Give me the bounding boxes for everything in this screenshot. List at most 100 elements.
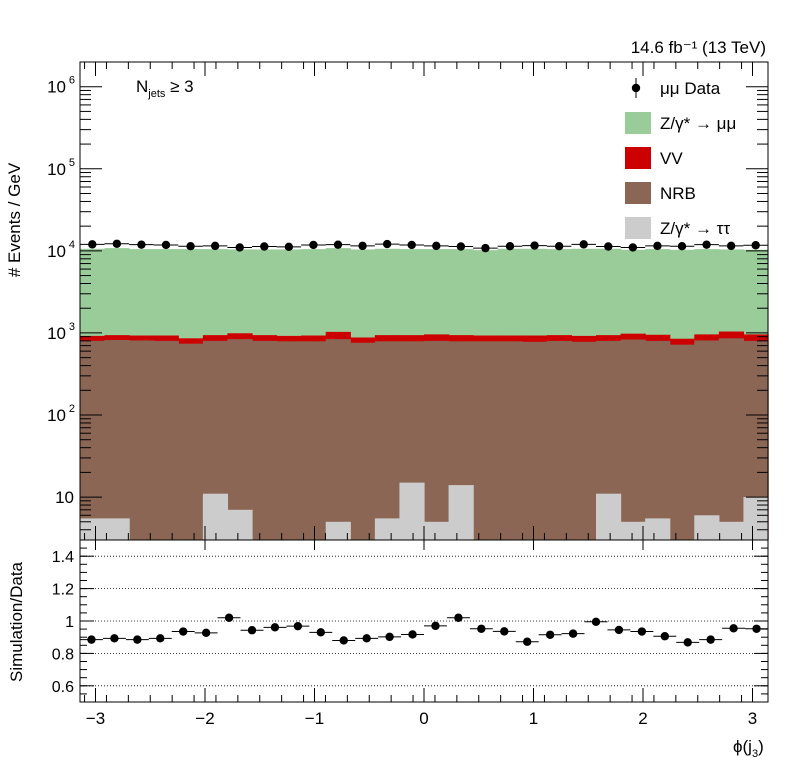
stack-bar-nrb (350, 342, 376, 540)
legend-label-vv: VV (660, 149, 683, 168)
stack-bar-nrb (129, 340, 155, 540)
ratio-point (408, 630, 417, 639)
stack-bar-nrb (571, 341, 597, 540)
stack-bar-nrb (276, 341, 302, 540)
y-tick-exponent: 6 (69, 75, 75, 87)
data-point (88, 240, 97, 249)
stack-bar-nrb (104, 340, 130, 540)
data-point (481, 243, 490, 253)
stack-bar-nrb (546, 340, 573, 540)
ratio-point (270, 623, 280, 632)
ratio-y-axis-label: Simulation/Data (7, 561, 26, 682)
stacked-histogram (80, 248, 769, 541)
data-point (382, 239, 392, 249)
ratio-point (568, 629, 578, 638)
stack-bar-nrb (497, 341, 523, 540)
x-tick-label: 0 (419, 709, 428, 728)
ratio-y-tick-label: 1.4 (52, 549, 74, 566)
stack-bar-nrb (645, 340, 671, 540)
stack-bar-nrb (374, 341, 401, 540)
data-point (161, 240, 171, 250)
ratio-grid: 0.6 0.8 1 1.2 1.4 −3 −2 −1 0 1 2 3 (52, 540, 768, 728)
data-point (358, 241, 367, 251)
stack-bar-nrb (252, 340, 278, 540)
ratio-point (156, 634, 165, 643)
ratio-point (133, 635, 142, 644)
ratio-y-tick-label: 1.2 (52, 582, 74, 599)
stack-bar-ztautau (325, 521, 351, 540)
y-tick-label: 10 (47, 324, 66, 343)
ratio-point (431, 621, 440, 631)
stack-bar-nrb (694, 340, 720, 540)
legend: μμ Data Z/γ* → μμ VV NRB Z/γ* → ττ (625, 78, 736, 239)
ratio-point (454, 613, 463, 622)
stack-bar-nrb (424, 340, 450, 540)
y-tick-label: 10 (47, 242, 66, 261)
stack-bar-nrb (669, 344, 695, 540)
data-points (80, 239, 768, 253)
y-tick-label: 10 (55, 488, 74, 507)
legend-marker (631, 83, 641, 93)
stack-bar-nrb (80, 340, 106, 540)
data-point (579, 240, 588, 249)
ratio-point (201, 628, 211, 638)
stack-bar-ztautau (202, 493, 229, 540)
ratio-point (385, 632, 394, 642)
stack-bar-ztautau (104, 518, 130, 540)
ratio-point (545, 630, 555, 639)
data-point (284, 242, 294, 252)
ratio-points (80, 613, 768, 647)
y-tick-label: 10 (47, 78, 66, 97)
y-tick-exponent: 4 (69, 239, 75, 251)
legend-label-nrb: NRB (660, 184, 696, 203)
stack-bar-ztautau (718, 521, 745, 540)
legend-label-ztautau: Z/γ* → ττ (660, 219, 730, 238)
x-tick-label: −3 (86, 709, 105, 728)
stack-bar-ztautau (374, 518, 401, 540)
y-tick-label: 10 (47, 406, 66, 425)
ratio-point (660, 632, 669, 641)
stack-bar-nrb (227, 339, 253, 540)
data-point (677, 241, 687, 251)
stack-bar-nrb (522, 341, 548, 540)
stack-bar-nrb (178, 343, 204, 540)
ratio-point (683, 638, 692, 647)
y-tick-exponent: 3 (69, 321, 75, 333)
stack-bar-nrb (325, 339, 351, 540)
stack-bar-ztautau (645, 518, 671, 540)
ratio-point (591, 617, 601, 627)
ratio-point (477, 624, 486, 633)
ratio-point (752, 624, 761, 633)
stack-bar-ztautau (448, 485, 474, 540)
stack-bar-nrb (301, 341, 327, 540)
ratio-point (614, 625, 624, 635)
legend-swatch-zmumu (625, 112, 651, 134)
data-point (407, 240, 416, 250)
x-axis-label: ϕ(j3) (733, 737, 764, 760)
ratio-point (224, 613, 234, 622)
data-point (186, 241, 195, 251)
stack-bar-nrb (473, 341, 499, 540)
legend-label-zmumu: Z/γ* → μμ (660, 114, 736, 133)
data-point (604, 242, 613, 251)
data-point (530, 241, 539, 250)
ratio-point (87, 635, 96, 644)
stack-bar-ztautau (694, 515, 720, 540)
data-point (137, 240, 146, 249)
legend-swatch-ztautau (625, 217, 651, 239)
legend-swatch-nrb (625, 182, 651, 204)
stack-bar-ztautau (227, 509, 253, 540)
x-tick-label: −1 (305, 709, 324, 728)
stack-bar-nrb (620, 339, 646, 540)
ratio-point (110, 634, 119, 643)
luminosity-label: 14.6 fb⁻¹ (13 TeV) (631, 38, 766, 57)
stack-bar-ztautau (743, 497, 769, 540)
data-point (554, 241, 564, 251)
ratio-y-tick-label: 0.6 (52, 679, 74, 696)
data-point (751, 241, 760, 250)
data-point (112, 239, 122, 248)
data-point (628, 243, 638, 252)
y-axis-label: # Events / GeV (5, 162, 24, 277)
